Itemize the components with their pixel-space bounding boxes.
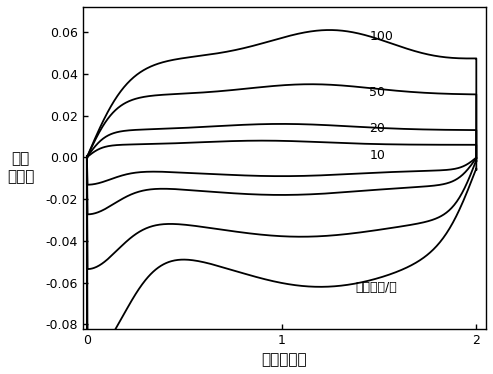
Text: 10: 10	[369, 149, 385, 162]
Text: 50: 50	[369, 86, 385, 99]
X-axis label: 电压（伏）: 电压（伏）	[262, 352, 307, 367]
Text: 100: 100	[369, 30, 393, 43]
Y-axis label: 电流
（安）: 电流 （安）	[7, 151, 35, 184]
Text: 20: 20	[369, 122, 385, 135]
Text: 单位：安/克: 单位：安/克	[355, 281, 397, 294]
